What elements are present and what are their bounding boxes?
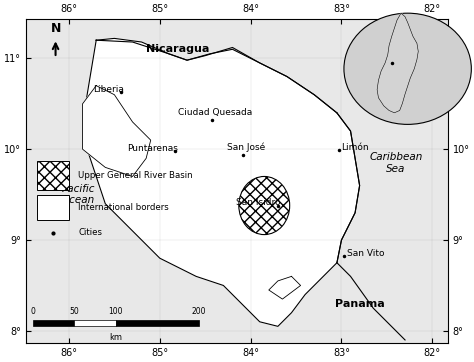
Text: 100: 100 [109, 307, 123, 316]
Text: Limón: Limón [341, 143, 369, 152]
Text: Liberia: Liberia [92, 85, 124, 94]
Text: Cities: Cities [78, 228, 102, 237]
Bar [74, 320, 116, 326]
Text: 50: 50 [69, 307, 79, 316]
Text: N: N [50, 22, 61, 35]
Polygon shape [269, 276, 301, 299]
Bar [116, 320, 199, 326]
Text: Pacific
Ocean: Pacific Ocean [61, 184, 95, 205]
Bar [37, 195, 69, 220]
Circle shape [344, 13, 471, 125]
Text: Caribbean
Sea: Caribbean Sea [369, 152, 423, 174]
Text: San José: San José [227, 143, 265, 152]
Ellipse shape [239, 176, 290, 235]
Bar [33, 320, 74, 326]
Polygon shape [82, 38, 360, 326]
Text: Nicaragua: Nicaragua [146, 44, 210, 54]
Polygon shape [82, 86, 151, 176]
Text: Upper General River Basin: Upper General River Basin [78, 171, 192, 180]
Text: Panama: Panama [335, 299, 384, 309]
Text: San Vito: San Vito [347, 249, 384, 258]
Text: International borders: International borders [78, 203, 169, 212]
Text: 200: 200 [191, 307, 206, 316]
Text: San Isidro: San Isidro [236, 198, 281, 207]
Text: Ciudad Quesada: Ciudad Quesada [178, 108, 252, 117]
Polygon shape [377, 13, 418, 113]
Text: km: km [109, 333, 122, 342]
Text: 0: 0 [30, 307, 35, 316]
Text: Puntarenas: Puntarenas [127, 144, 178, 153]
Bar [37, 161, 69, 190]
